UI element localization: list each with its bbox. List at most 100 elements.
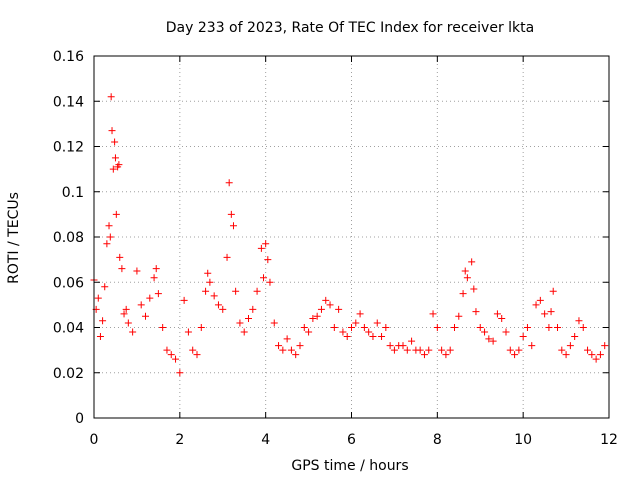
data-point bbox=[588, 351, 596, 359]
data-point bbox=[317, 305, 325, 313]
data-point bbox=[210, 292, 218, 300]
data-point bbox=[369, 333, 377, 341]
data-point bbox=[326, 301, 334, 309]
data-point bbox=[223, 253, 231, 261]
data-point bbox=[339, 328, 347, 336]
data-point bbox=[112, 210, 120, 218]
data-point bbox=[253, 287, 261, 295]
data-point bbox=[489, 337, 497, 345]
data-point bbox=[240, 328, 248, 336]
data-point bbox=[189, 346, 197, 354]
data-point bbox=[159, 324, 167, 331]
data-point bbox=[459, 290, 467, 298]
data-point bbox=[176, 369, 184, 377]
data-point bbox=[528, 342, 536, 350]
data-point bbox=[142, 312, 149, 320]
y-tick-label: 0 bbox=[75, 411, 84, 427]
data-point bbox=[214, 301, 222, 309]
data-point bbox=[562, 351, 570, 359]
data-point bbox=[584, 346, 592, 354]
data-point bbox=[502, 328, 510, 336]
data-point bbox=[180, 296, 188, 304]
data-point bbox=[111, 154, 119, 162]
data-point bbox=[461, 267, 469, 275]
x-tick-label: 10 bbox=[514, 432, 532, 448]
data-point bbox=[106, 233, 114, 241]
data-point bbox=[197, 324, 205, 331]
data-point bbox=[313, 312, 321, 320]
data-point bbox=[356, 310, 364, 318]
data-point bbox=[108, 127, 116, 135]
data-points bbox=[90, 93, 609, 377]
data-point bbox=[330, 324, 338, 331]
data-point bbox=[463, 274, 471, 282]
data-point bbox=[455, 312, 463, 320]
data-point bbox=[96, 333, 104, 341]
x-tick-label: 4 bbox=[261, 432, 270, 448]
y-tick-label: 0.06 bbox=[53, 275, 84, 291]
data-point bbox=[249, 305, 257, 313]
data-point bbox=[245, 314, 252, 322]
data-point bbox=[227, 210, 235, 218]
data-point bbox=[296, 342, 304, 350]
data-point bbox=[264, 256, 272, 264]
data-point bbox=[300, 324, 308, 331]
data-point bbox=[592, 355, 600, 363]
data-point bbox=[124, 319, 132, 327]
data-point bbox=[390, 346, 398, 354]
data-point bbox=[262, 240, 270, 248]
data-point bbox=[122, 305, 130, 313]
x-axis-title: GPS time / hours bbox=[291, 458, 408, 474]
data-point bbox=[202, 287, 210, 295]
data-point bbox=[109, 165, 117, 173]
data-point bbox=[360, 324, 368, 331]
data-point bbox=[107, 93, 115, 101]
data-point bbox=[579, 324, 587, 331]
data-point bbox=[596, 351, 604, 359]
data-point bbox=[163, 346, 171, 354]
data-point bbox=[137, 301, 145, 309]
data-point bbox=[470, 285, 478, 293]
data-point bbox=[601, 342, 609, 350]
data-point bbox=[373, 319, 381, 327]
data-point bbox=[232, 287, 240, 295]
data-point bbox=[416, 346, 424, 354]
data-point bbox=[485, 335, 493, 343]
data-point bbox=[541, 310, 549, 318]
data-point bbox=[523, 324, 531, 331]
data-point bbox=[305, 328, 313, 336]
data-point bbox=[103, 240, 111, 248]
data-point bbox=[438, 346, 446, 354]
data-point bbox=[519, 333, 527, 341]
data-point bbox=[515, 346, 523, 354]
data-point bbox=[219, 305, 227, 313]
data-point bbox=[532, 301, 540, 309]
x-tick-label: 12 bbox=[600, 432, 618, 448]
data-point bbox=[115, 161, 123, 169]
data-point bbox=[335, 305, 343, 313]
data-point bbox=[229, 222, 237, 230]
data-point bbox=[566, 342, 574, 350]
y-tick-label: 0.04 bbox=[53, 321, 84, 337]
data-point bbox=[120, 310, 128, 318]
data-point bbox=[343, 333, 351, 341]
data-point bbox=[292, 351, 300, 359]
axis-ticks: 0 0.02 0.04 0.06 0.08 0.1 0.12 0.14 0.16 0 2 4 6 8 10 1… bbox=[53, 49, 618, 448]
x-tick-label: 6 bbox=[347, 432, 356, 448]
data-point bbox=[399, 342, 407, 350]
chart-title: Day 233 of 2023, Rate Of TEC Index for r… bbox=[166, 20, 534, 36]
data-point bbox=[545, 324, 553, 331]
data-point bbox=[279, 346, 287, 354]
data-point bbox=[309, 314, 317, 322]
data-point bbox=[283, 335, 291, 343]
data-point bbox=[554, 324, 561, 331]
data-point bbox=[549, 287, 557, 295]
data-point bbox=[365, 328, 373, 336]
data-point bbox=[206, 278, 214, 286]
data-point bbox=[129, 328, 137, 336]
data-point bbox=[184, 328, 192, 336]
data-point bbox=[378, 333, 386, 341]
data-point bbox=[536, 296, 544, 304]
data-point bbox=[260, 274, 268, 282]
